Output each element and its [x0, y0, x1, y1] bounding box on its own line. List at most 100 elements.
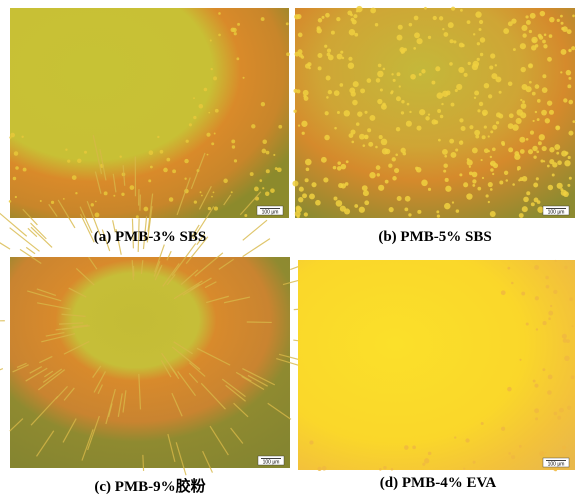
particle	[325, 111, 329, 115]
particle	[547, 165, 550, 168]
particle	[531, 45, 536, 50]
particle	[208, 112, 210, 114]
particle	[522, 33, 526, 37]
particle	[552, 173, 555, 176]
particle	[40, 200, 42, 202]
scale-bar-label: 100 μm	[262, 210, 279, 216]
particle	[322, 466, 327, 471]
particle	[541, 110, 547, 116]
particle	[501, 427, 505, 431]
particle	[169, 197, 174, 202]
particle	[519, 137, 525, 143]
particle	[445, 186, 451, 192]
particle	[121, 193, 124, 196]
particle	[213, 191, 215, 193]
particle	[451, 152, 457, 158]
particle	[483, 112, 487, 116]
particle	[496, 121, 499, 124]
particle	[484, 148, 489, 153]
particle	[455, 89, 458, 92]
particle	[302, 132, 305, 135]
particle	[393, 79, 396, 82]
particle	[437, 92, 443, 98]
particle	[504, 171, 508, 175]
particle	[424, 458, 429, 463]
particle	[234, 159, 237, 162]
particle	[333, 166, 337, 170]
particle	[337, 111, 340, 114]
image	[10, 257, 290, 468]
particle	[327, 49, 331, 53]
particle	[363, 144, 366, 147]
particle	[450, 39, 454, 43]
particle	[490, 161, 496, 167]
particle	[453, 40, 456, 43]
particle	[501, 141, 505, 145]
particle	[211, 68, 213, 70]
particle	[266, 151, 270, 155]
particle	[377, 173, 380, 176]
particle	[468, 62, 471, 65]
particle	[189, 123, 192, 126]
particle	[417, 210, 421, 214]
particle	[442, 149, 448, 155]
particle	[396, 96, 401, 101]
particle	[334, 90, 340, 96]
particle	[519, 359, 521, 361]
particle	[270, 188, 275, 193]
particle	[163, 168, 168, 173]
particle	[425, 116, 429, 120]
particle	[553, 290, 557, 294]
particle	[13, 177, 16, 180]
particle	[409, 23, 413, 27]
particle	[548, 317, 551, 320]
particle	[352, 100, 358, 106]
particle	[407, 103, 410, 106]
particle	[144, 207, 149, 212]
particle	[211, 196, 213, 198]
particle	[525, 15, 528, 18]
particle	[321, 157, 327, 163]
particle	[184, 178, 186, 180]
particle	[456, 209, 459, 212]
particle	[530, 13, 536, 19]
particle	[375, 146, 378, 149]
particle	[389, 207, 394, 212]
scale-bar-label: 100 μm	[548, 210, 565, 216]
particle	[353, 14, 357, 18]
particle	[512, 124, 519, 131]
particle	[359, 207, 365, 213]
particle	[513, 48, 516, 51]
particle	[512, 183, 515, 186]
particle	[443, 163, 447, 167]
particle	[364, 111, 367, 114]
particle	[564, 266, 567, 269]
particle	[243, 77, 245, 79]
particle	[452, 201, 454, 203]
particle	[186, 140, 189, 143]
scale-bar-label: 100 μm	[263, 460, 280, 466]
particle	[261, 102, 265, 106]
particle	[298, 33, 303, 38]
particle	[337, 166, 342, 171]
particle	[305, 159, 312, 166]
particle	[278, 125, 282, 129]
particle	[473, 461, 476, 464]
scale-bar-label: 100 μm	[548, 462, 565, 468]
particle	[362, 185, 368, 191]
particle	[231, 191, 233, 193]
particle	[232, 145, 235, 148]
particle	[459, 173, 462, 176]
particle	[482, 135, 486, 139]
particle	[223, 179, 228, 184]
particle	[511, 455, 515, 459]
particle	[299, 187, 304, 192]
particle	[556, 152, 559, 155]
particle	[507, 387, 512, 392]
particle	[15, 196, 17, 198]
particle	[455, 148, 458, 151]
particle	[364, 200, 369, 205]
particle	[341, 183, 346, 188]
particle	[554, 468, 557, 471]
particle	[436, 210, 439, 213]
